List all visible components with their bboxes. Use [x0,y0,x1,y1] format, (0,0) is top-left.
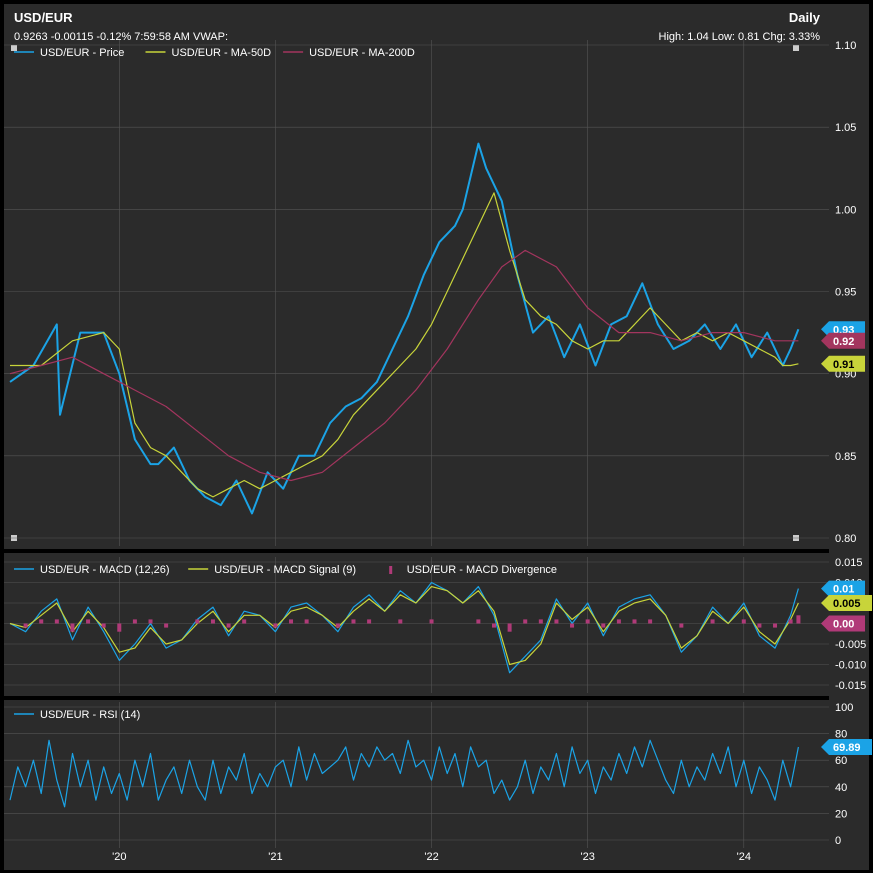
rsi-y-axis: 100 80 60 40 20 0 [835,702,853,847]
y-tick-label: 80 [835,729,847,741]
price-legend: USD/EUR - Price USD/EUR - MA-50D USD/EUR -… [14,47,415,59]
legend-label: USD/EUR - MA-200D [309,47,415,59]
y-tick-label: 0.85 [835,451,856,463]
series-line [10,192,799,498]
y-tick-label: 20 [835,808,847,820]
macd-legend: USD/EUR - MACD (12,26) USD/EUR - MACD Sig… [14,564,557,576]
y-tick-label: 0.95 [835,287,856,299]
interval-label: Daily [789,10,821,25]
macd-end-labels: 0.01 0.005 0.00 [821,580,872,632]
rsi-panel [4,700,829,870]
end-label-text: 0.00 [833,619,854,631]
stats-line: High: 1.04 Low: 0.81 Chg: 3.33% [659,31,821,43]
y-tick-label: -0.005 [835,639,866,651]
end-label-text: 0.005 [833,598,861,610]
price-series [9,142,800,515]
legend-label: USD/EUR - RSI (14) [40,709,140,721]
quote-line: 0.9263 -0.00115 -0.12% 7:59:58 AM VWAP: [14,31,228,43]
y-tick-label: -0.010 [835,660,866,672]
x-tick-label: '23 [580,851,594,863]
rsi-end-labels: 69.89 [821,739,872,756]
legend-label: USD/EUR - MACD Signal (9) [214,564,356,576]
rsi-grid [4,702,829,848]
x-tick-label: '20 [112,851,126,863]
price-panel [4,4,829,549]
legend-label: USD/EUR - MACD (12,26) [40,564,170,576]
end-label-text: 0.92 [833,336,854,348]
y-tick-label: 60 [835,755,847,767]
y-tick-label: 100 [835,702,853,714]
price-end-labels: 0.930.920.91 [821,321,865,372]
panel-handle-top-right[interactable] [793,45,799,51]
end-label-text: 69.89 [833,742,861,754]
end-label-badge [821,595,872,611]
series-line [9,739,799,808]
symbol-title: USD/EUR [14,10,73,25]
end-label-text: 0.91 [833,359,854,371]
y-tick-label: 0.015 [835,557,863,569]
series-line [9,142,800,515]
series-line [9,586,799,666]
y-tick-label: 0 [835,835,841,847]
y-tick-label: 1.10 [835,40,856,52]
series-line [9,581,799,674]
macd-grid [4,557,829,693]
end-label-badge [821,580,865,597]
end-label-badge [821,332,865,349]
legend-label: USD/EUR - MACD Divergence [407,564,557,576]
y-tick-label: 1.00 [835,204,856,216]
legend-label: USD/EUR - MA-50D [172,47,272,59]
panel-handle-top-left[interactable] [11,45,17,51]
rsi-legend: USD/EUR - RSI (14) [14,709,140,721]
end-label-text: 0.01 [833,584,854,596]
macd-series [9,581,801,674]
x-tick-label: '22 [424,851,438,863]
rsi-series [9,739,799,808]
legend-label: USD/EUR - Price [40,47,124,59]
end-label-badge [821,739,872,756]
axis-strip [829,4,869,870]
macd-panel [4,553,829,696]
price-grid [4,40,829,546]
y-tick-label: -0.015 [835,680,866,692]
series-line [9,249,799,482]
y-tick-label: 1.05 [835,122,856,134]
x-axis: '20 '21 '22 '23 '24 [112,851,751,863]
x-tick-label: '24 [737,851,751,863]
end-label-badge [821,615,865,632]
end-label-badge [821,355,865,372]
y-tick-label: 0.80 [835,533,856,545]
y-tick-label: 40 [835,782,847,794]
x-tick-label: '21 [268,851,282,863]
